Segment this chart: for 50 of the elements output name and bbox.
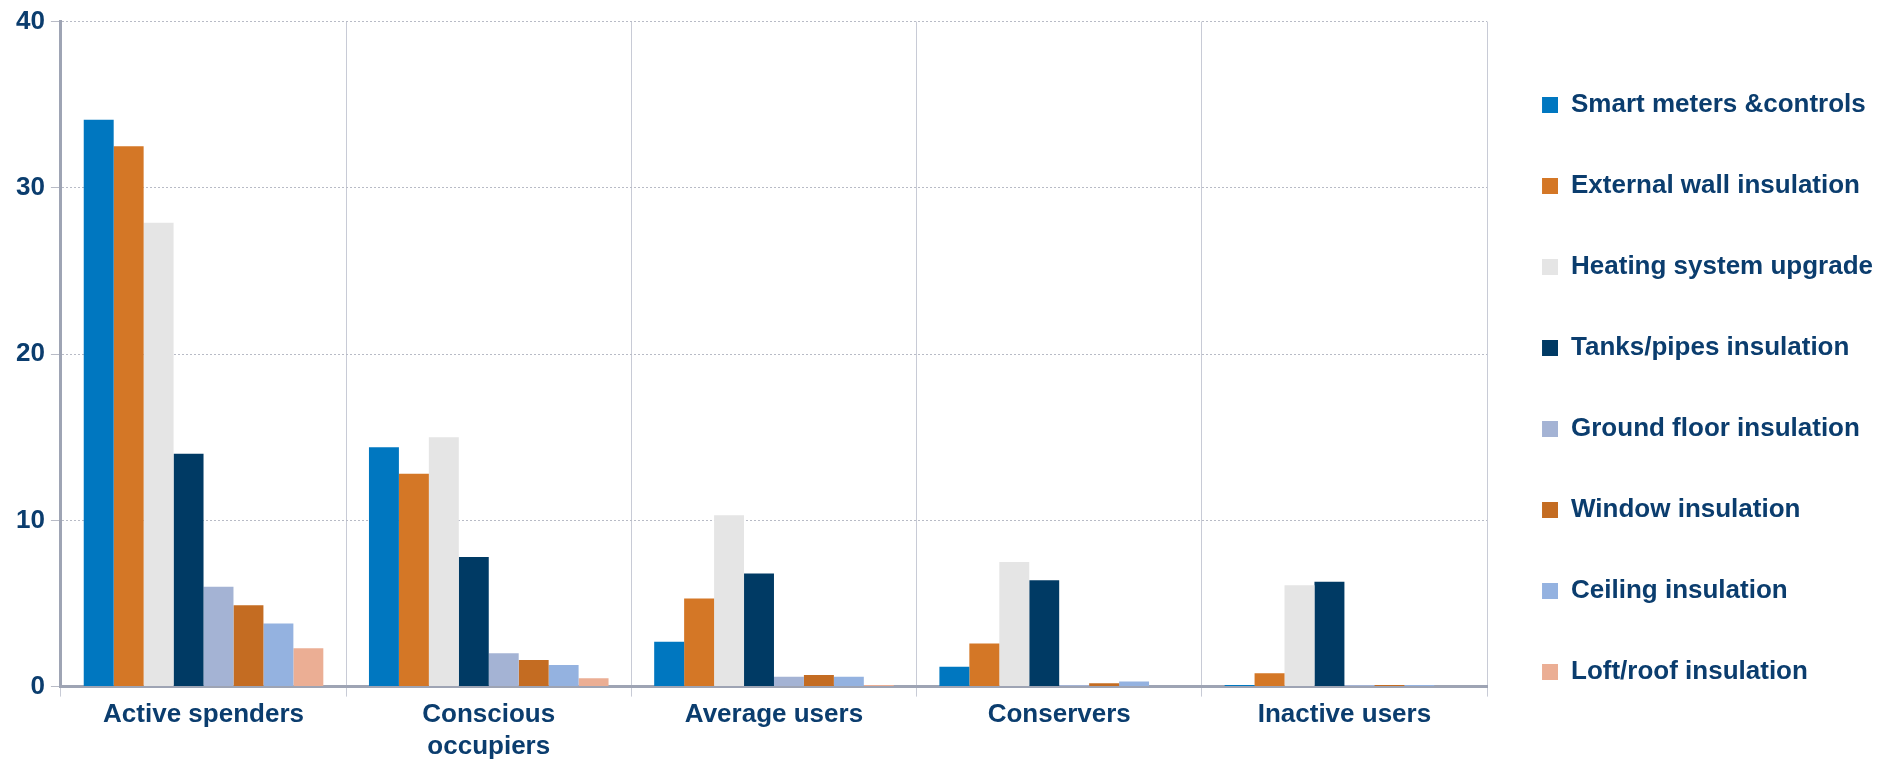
bar	[714, 515, 745, 687]
y-tick-label: 10	[16, 503, 45, 534]
bar	[263, 623, 294, 687]
bar	[803, 674, 834, 687]
bar	[1284, 585, 1315, 687]
bar	[293, 648, 324, 687]
bar	[744, 573, 774, 687]
legend-label: External wall insulation	[1571, 169, 1860, 200]
bar	[488, 653, 519, 687]
legend-label: Smart meters &controls	[1571, 88, 1866, 119]
bar	[684, 598, 715, 687]
bar	[173, 453, 204, 687]
bar	[578, 678, 609, 687]
bar	[654, 641, 685, 687]
bar	[233, 605, 264, 687]
bar	[203, 586, 234, 687]
y-tick-label: 20	[16, 337, 45, 368]
bar	[83, 119, 114, 687]
bar	[548, 664, 579, 687]
x-tick-label: Average users	[684, 698, 864, 729]
y-tick-label: 40	[16, 4, 45, 35]
bar	[518, 660, 549, 687]
bar	[1254, 673, 1285, 687]
x-tick-label: Inactive users	[1257, 698, 1432, 729]
legend-label: Ceiling insulation	[1571, 574, 1788, 605]
x-tick-label: Active spenders	[103, 698, 304, 729]
legend-label: Heating system upgrade	[1571, 250, 1874, 281]
bar	[428, 437, 459, 687]
bar	[143, 222, 174, 687]
y-tick-label: 30	[16, 171, 45, 202]
bar	[969, 643, 1000, 687]
bar	[773, 676, 804, 687]
y-tick-label: 0	[30, 669, 45, 700]
bar	[1089, 683, 1120, 687]
legend-label: Window insulation	[1571, 493, 1801, 524]
bar	[999, 561, 1030, 687]
bar	[458, 556, 489, 687]
bar	[398, 473, 429, 687]
bar	[1119, 681, 1150, 687]
bar	[1029, 580, 1060, 687]
bar	[939, 666, 970, 687]
legend-label: Loft/roof insulation	[1571, 655, 1808, 686]
bar	[1314, 581, 1345, 687]
bar	[113, 146, 144, 687]
x-tick-label: Conscious occupiers	[422, 698, 556, 760]
legend-label: Ground floor insulation	[1571, 412, 1860, 443]
legend-label: Tanks/pipes insulation	[1571, 331, 1850, 362]
bar	[368, 447, 399, 687]
x-tick-label: Conservers	[987, 698, 1131, 729]
bar	[833, 676, 864, 687]
